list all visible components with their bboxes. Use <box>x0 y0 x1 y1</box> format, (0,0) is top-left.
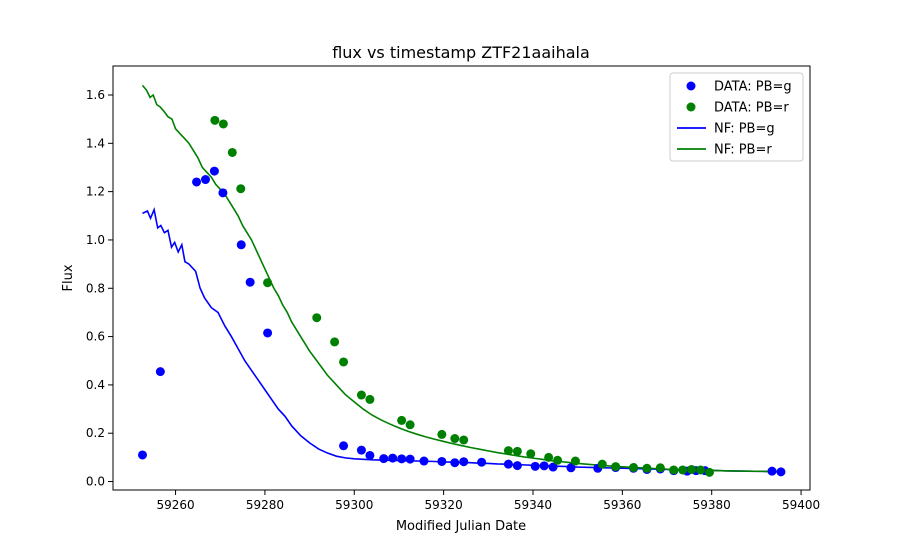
legend-point-marker <box>686 102 696 112</box>
y-tick-label: 1.4 <box>86 136 105 150</box>
y-tick-label: 0.2 <box>86 426 105 440</box>
data-point <box>597 459 607 469</box>
data-point <box>566 463 576 473</box>
data-point <box>192 177 202 187</box>
data-point <box>539 461 549 471</box>
data-point <box>678 465 688 475</box>
data-point <box>210 115 220 125</box>
data-point <box>419 456 429 466</box>
data-point <box>405 420 415 430</box>
data-point <box>218 188 228 198</box>
data-point <box>218 119 228 129</box>
y-tick-label: 0.8 <box>86 281 105 295</box>
data-point <box>687 464 697 474</box>
data-point <box>548 462 558 472</box>
x-axis-label: Modified Julian Date <box>396 519 526 534</box>
data-point <box>365 394 375 404</box>
series-points <box>137 115 786 477</box>
data-point <box>236 240 246 250</box>
data-point <box>405 454 415 464</box>
data-point <box>526 449 536 459</box>
data-point <box>227 147 237 157</box>
data-point <box>330 337 340 347</box>
data-point <box>155 367 165 377</box>
data-point <box>437 429 447 439</box>
data-point <box>503 446 513 456</box>
data-point <box>776 467 786 477</box>
legend-label: NF: PB=r <box>714 143 772 158</box>
x-axis: 59260 59280 59300 59320 59340 59360 59380 59400 <box>156 490 820 512</box>
y-tick-label: 0.4 <box>86 378 105 392</box>
data-point <box>544 452 554 462</box>
y-tick-label: 0.6 <box>86 330 105 344</box>
x-tick-label: 59380 <box>693 498 731 512</box>
y-tick-label: 1.2 <box>86 185 105 199</box>
data-point <box>356 445 366 455</box>
y-axis-label: Flux <box>61 264 76 291</box>
data-point <box>312 313 322 323</box>
legend-point-marker <box>686 81 696 91</box>
legend: DATA: PB=g DATA: PB=r NF: PB=g NF: PB=r <box>669 72 804 162</box>
data-point <box>339 441 349 451</box>
data-point <box>388 453 398 463</box>
data-point <box>263 278 273 288</box>
data-point <box>379 454 389 464</box>
data-point <box>767 466 777 476</box>
data-point <box>245 277 255 287</box>
data-point <box>339 357 349 367</box>
data-point <box>263 328 273 338</box>
data-point <box>553 455 563 465</box>
data-point <box>512 446 522 456</box>
x-tick-label: 59360 <box>603 498 641 512</box>
x-tick-label: 59320 <box>425 498 463 512</box>
x-tick-label: 59280 <box>246 498 284 512</box>
data-point <box>642 463 652 473</box>
data-point <box>655 463 665 473</box>
y-tick-label: 0.0 <box>86 475 105 489</box>
data-point <box>450 434 460 444</box>
data-point <box>629 463 639 473</box>
data-point <box>669 465 679 475</box>
x-tick-label: 59340 <box>514 498 552 512</box>
data-point <box>704 467 714 477</box>
plot-area <box>112 65 811 491</box>
data-point <box>503 459 513 469</box>
x-tick-label: 59400 <box>782 498 820 512</box>
data-point <box>356 390 366 400</box>
plot-frame <box>112 65 811 491</box>
y-tick-label: 1.0 <box>86 233 105 247</box>
data-point <box>397 454 407 464</box>
x-tick-label: 59260 <box>156 498 194 512</box>
legend-label: NF: PB=g <box>714 122 775 137</box>
data-point <box>530 461 540 471</box>
data-point <box>570 456 580 466</box>
x-tick-label: 59300 <box>335 498 373 512</box>
data-point <box>459 457 469 467</box>
legend-label: DATA: PB=r <box>714 101 789 116</box>
data-point <box>611 462 621 472</box>
data-point <box>200 175 210 185</box>
data-point <box>696 465 706 475</box>
data-point <box>236 184 246 194</box>
data-point <box>397 415 407 425</box>
data-point <box>450 458 460 468</box>
data-point <box>137 450 147 460</box>
data-point <box>437 456 447 466</box>
data-point <box>209 166 219 176</box>
data-point <box>459 435 469 445</box>
data-point <box>477 457 487 467</box>
legend-box <box>669 72 804 162</box>
y-tick-label: 1.6 <box>86 88 105 102</box>
y-axis: 0.0 0.2 0.4 0.6 0.8 1.0 1.2 1.4 1.6 <box>86 88 113 489</box>
legend-label: DATA: PB=g <box>714 80 792 95</box>
chart-title: flux vs timestamp ZTF21aaihala <box>332 43 590 62</box>
data-point <box>365 450 375 460</box>
series-line-2 <box>142 207 781 473</box>
data-point <box>512 461 522 471</box>
